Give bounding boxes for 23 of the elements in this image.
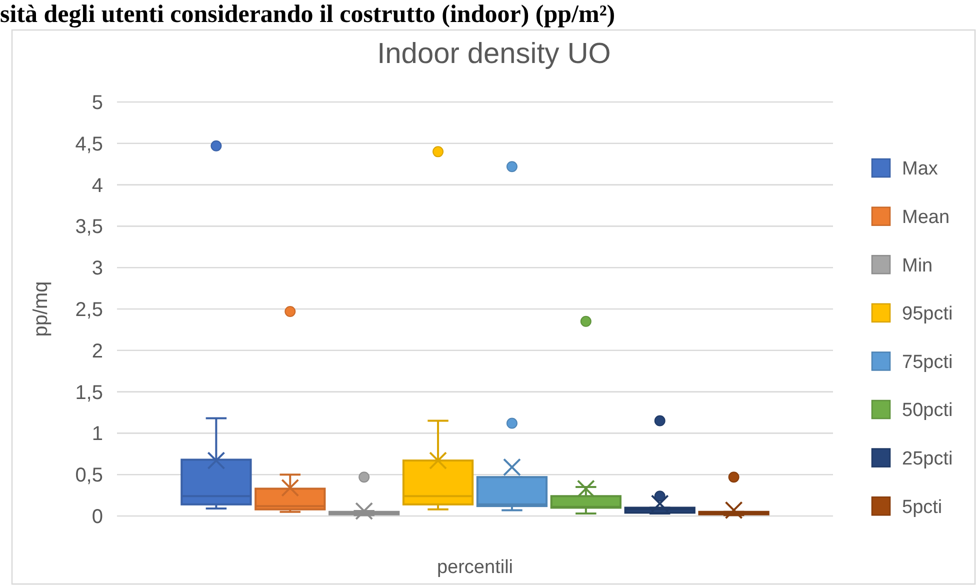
x-tick-label: percentili	[436, 557, 514, 578]
legend-label: 50pcti	[902, 400, 953, 422]
legend-label: 75pcti	[902, 352, 953, 373]
legend-label: 95pcti	[902, 304, 953, 325]
y-tick-label: 1	[92, 423, 103, 446]
y-tick-label: 0	[92, 506, 103, 528]
y-axis-title: pp/mq	[30, 281, 52, 337]
y-tick-label: 2	[92, 340, 103, 362]
legend-label: 5pcti	[902, 496, 942, 518]
y-tick-label: 3	[92, 258, 103, 280]
y-tick-label: 2,5	[75, 299, 103, 321]
legend-label: Mean	[902, 206, 950, 228]
chart-title: Indoor density UO	[377, 38, 611, 70]
legend-label: Min	[902, 255, 933, 276]
text: sità degli utenti considerando il costrutto (indoor) (pp/m²)	[0, 1, 616, 28]
y-tick-label: 5	[92, 92, 103, 114]
y-tick-label: 0,5	[75, 464, 103, 487]
y-tick-label: 4	[92, 174, 103, 197]
y-tick-label: 4,5	[75, 133, 103, 156]
legend-label: 25pcti	[902, 448, 953, 470]
legend-label: Max	[902, 158, 938, 180]
y-tick-label: 3,5	[75, 216, 103, 238]
y-tick-label: 1,5	[75, 382, 103, 404]
